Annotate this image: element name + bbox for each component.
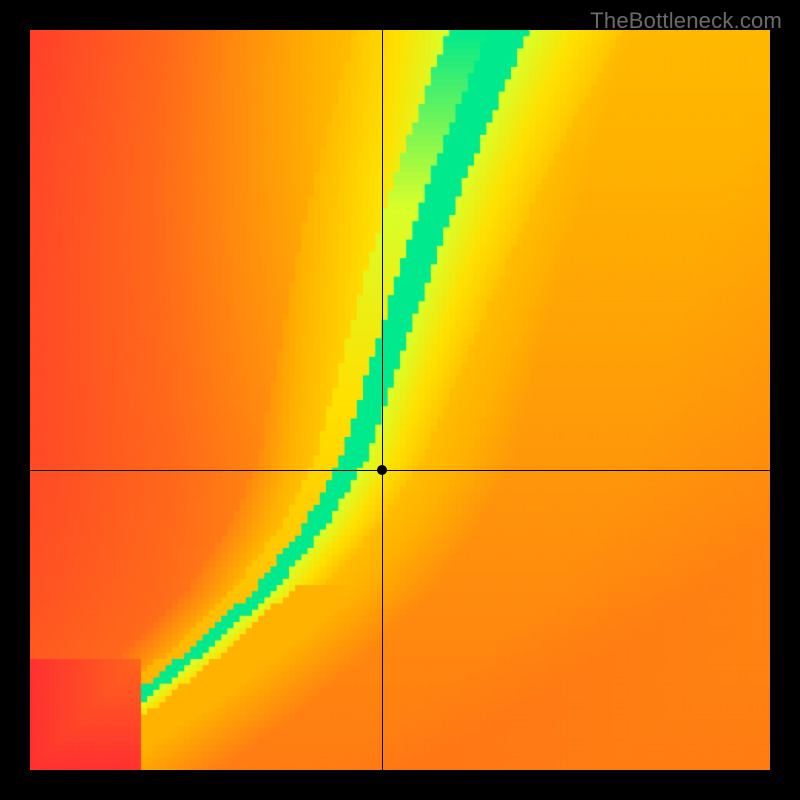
- chart-container: TheBottleneck.com: [0, 0, 800, 800]
- crosshair-horizontal: [30, 470, 770, 471]
- heatmap-canvas: [30, 30, 770, 770]
- crosshair-vertical: [382, 30, 383, 770]
- watermark-text: TheBottleneck.com: [590, 8, 782, 34]
- plot-area: [30, 30, 770, 770]
- marker-dot: [377, 465, 387, 475]
